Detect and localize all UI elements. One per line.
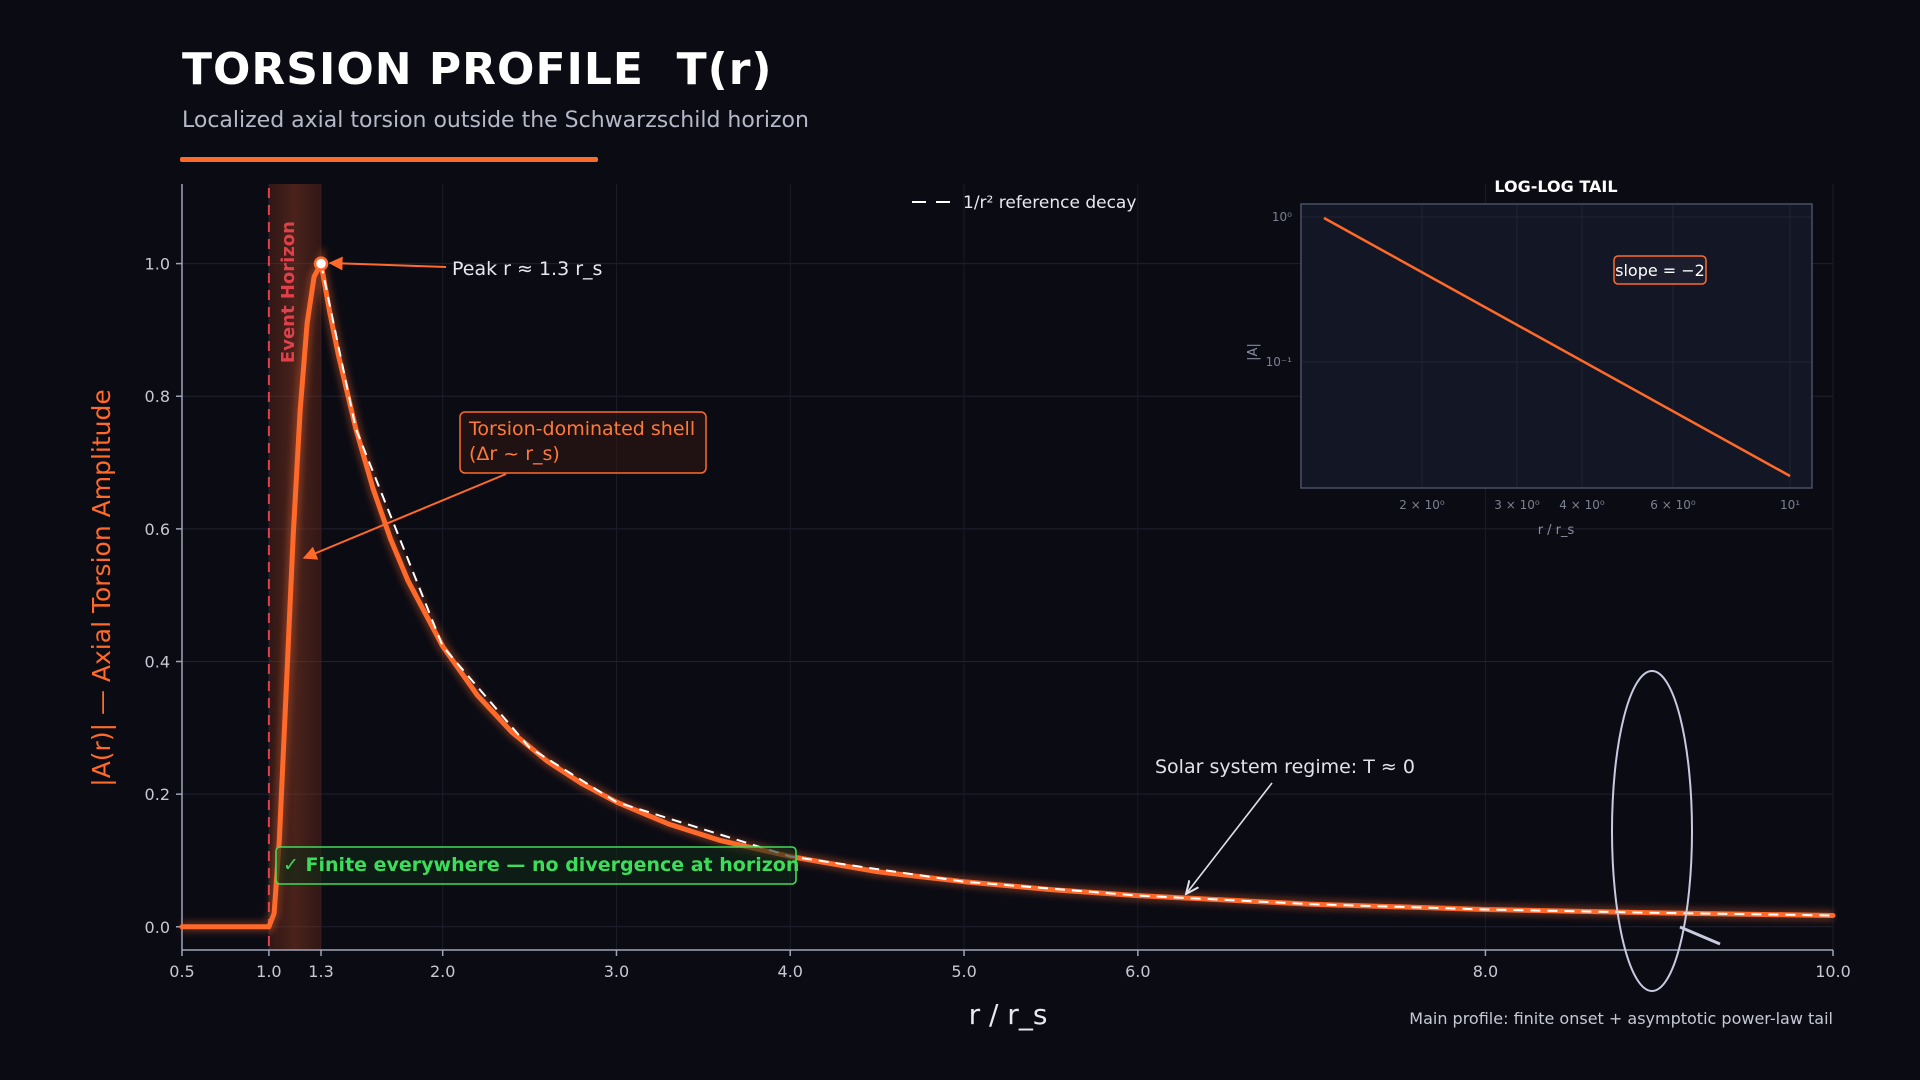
chart-caption: Main profile: finite onset + asymptotic …: [1409, 1009, 1833, 1028]
solar-regime-arrow: [1186, 782, 1273, 894]
page-title: TORSION PROFILE T(r): [182, 44, 773, 95]
shell-annotation-line2: (Δr ~ r_s): [469, 443, 560, 465]
x-tick-label-2: 1.3: [308, 962, 333, 981]
finite-note-text: ✓ Finite everywhere — no divergence at h…: [283, 854, 799, 876]
x-tick-label-6: 5.0: [951, 962, 976, 981]
x-tick-label-9: 10.0: [1815, 962, 1851, 981]
x-tick-label-1: 1.0: [256, 962, 281, 981]
title-underline: [180, 157, 598, 162]
inset-x-label: r / r_s: [1538, 523, 1575, 538]
peak-marker: [313, 256, 329, 271]
y-tick-label-4: 0.8: [145, 387, 170, 406]
inset-y-label: |A|: [1246, 343, 1261, 361]
main-grid: [181, 184, 1834, 950]
peak-arrow: [328, 256, 447, 271]
peak-label: Peak r ≈ 1.3 r_s: [452, 258, 602, 280]
legend: 1/r² reference decay: [912, 193, 1136, 213]
inset-tail-line: [1323, 216, 1791, 478]
legend-reference-label: 1/r² reference decay: [963, 193, 1136, 213]
main-axes: [176, 184, 1834, 956]
shell-annotation-box: [459, 411, 707, 474]
inset-ytick-1: 10⁰: [1272, 210, 1292, 224]
x-tick-label-0: 0.5: [169, 962, 194, 981]
x-tick-label-5: 4.0: [778, 962, 803, 981]
y-tick-label-3: 0.6: [145, 520, 170, 539]
slope-label: slope = −2: [1615, 261, 1705, 280]
x-tick-label-8: 8.0: [1473, 962, 1498, 981]
inset-xtick-5: 10¹: [1780, 498, 1800, 512]
page-subtitle: Localized axial torsion outside the Schw…: [182, 108, 809, 133]
x-tick-label-7: 6.0: [1125, 962, 1150, 981]
zoom-circle: [1611, 670, 1693, 992]
shell-annotation-arrow: [302, 473, 507, 560]
inset-xtick-2: 3 × 10⁰: [1494, 498, 1540, 512]
inset-xtick-4: 6 × 10⁰: [1650, 498, 1696, 512]
x-axis-label: r / r_s: [969, 998, 1048, 1031]
inset-panel: LOG-LOG TAIL slope = −2 10⁰ 10⁻¹ 2 × 10⁰…: [1246, 177, 1813, 538]
reference-decay-line: [320, 263, 1834, 917]
event-horizon-label: Event Horizon: [278, 221, 299, 363]
y-tick-label-2: 0.4: [145, 653, 170, 672]
inset-title: LOG-LOG TAIL: [1494, 177, 1617, 196]
y-tick-label-1: 0.2: [145, 785, 170, 804]
inset-ytick-2: 10⁻¹: [1266, 355, 1293, 369]
shell-annotation-line1: Torsion-dominated shell: [468, 418, 695, 440]
zoom-handle: [1679, 925, 1721, 946]
inset-grid: [1302, 205, 1811, 487]
y-tick-label-0: 0.0: [145, 918, 170, 937]
inset-xtick-1: 2 × 10⁰: [1399, 498, 1445, 512]
x-tick-label-3: 2.0: [430, 962, 455, 981]
inset-xtick-3: 4 × 10⁰: [1559, 498, 1605, 512]
y-tick-label-5: 1.0: [145, 255, 170, 274]
x-tick-labels: 0.5 1.0 1.3 2.0 3.0 4.0 5.0 6.0 8.0 10.0: [169, 962, 1851, 981]
x-tick-label-4: 3.0: [604, 962, 629, 981]
slope-label-box: [1613, 255, 1707, 285]
y-tick-labels: 0.0 0.2 0.4 0.6 0.8 1.0: [145, 255, 170, 937]
solar-regime-label: Solar system regime: T ≈ 0: [1155, 756, 1415, 778]
finite-note-box: [275, 846, 797, 885]
y-axis-label: |A(r)| — Axial Torsion Amplitude: [87, 389, 116, 786]
